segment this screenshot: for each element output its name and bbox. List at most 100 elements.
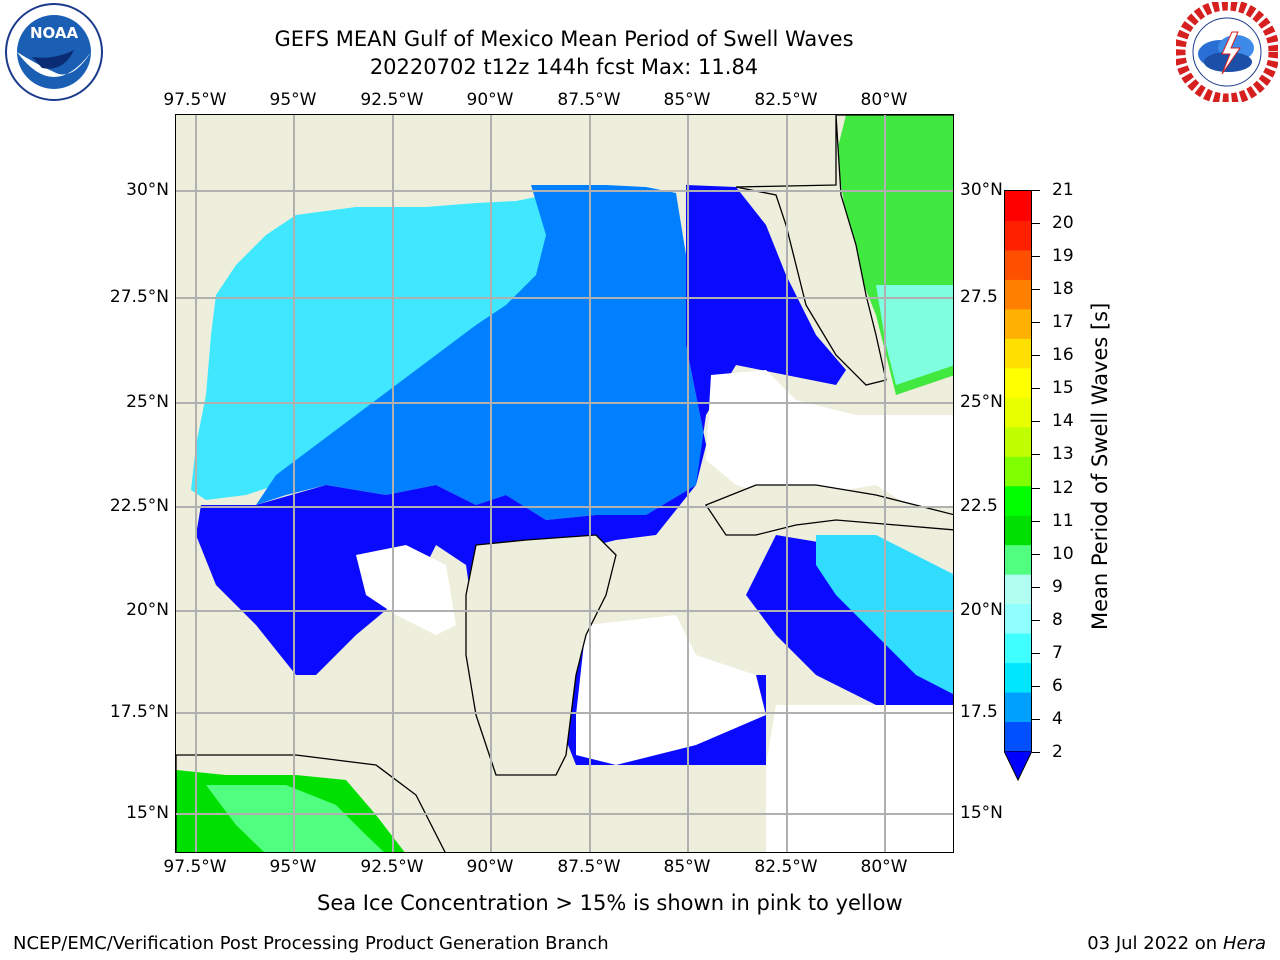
no-data-patches [356,370,953,852]
colorbar-label: Mean Period of Swell Waves [s] [1088,302,1112,630]
footer-left: NCEP/EMC/Verification Post Processing Pr… [13,933,609,954]
colorbar-tick-label: 17 [1052,312,1074,333]
colorbar-tick-mark [1032,586,1040,588]
colorbar-band [1005,456,1031,487]
colorbar-tick-mark [1032,520,1040,522]
lon-tick-top: 92.5°W [360,90,424,110]
land-masses [176,115,953,852]
colorbar-tick-label: 16 [1052,345,1074,366]
colorbar-band [1005,191,1031,221]
colorbar-band [1005,397,1031,428]
colorbar-tick-mark [1032,355,1040,357]
colorbar-tick-label: 14 [1052,411,1074,432]
yucatan-land [465,534,617,776]
colorbar-tick-mark [1032,190,1040,191]
colorbar-band [1005,574,1031,605]
nws-logo [1174,0,1280,105]
colorbar-tick-label: 11 [1052,510,1074,531]
lon-tick-top: 95°W [269,90,317,110]
lon-tick-bottom: 80°W [860,857,908,877]
central-america-land [176,754,446,852]
colorbar-band [1005,544,1031,575]
colorbar-tick-label: 7 [1052,642,1063,663]
map-panel [175,114,954,853]
colorbar-band [1005,279,1031,310]
colorbar-band [1005,308,1031,339]
colorbar-tick-label: 12 [1052,477,1074,498]
no-data-patch [706,370,953,510]
colorbar-tick-label: 8 [1052,609,1063,630]
lon-tick-top: 82.5°W [754,90,818,110]
colorbar-tick-mark [1032,652,1040,654]
lat-tick-left: 15°N [126,803,169,823]
colorbar-tick-mark [1032,388,1040,390]
colorbar-tick-mark [1032,421,1040,423]
colorbar-tick-label: 19 [1052,246,1074,267]
lon-tick-top: 90°W [466,90,514,110]
colorbar-extend-arrow [1004,751,1032,781]
colorbar-tick-label: 15 [1052,378,1074,399]
lat-tick-right: 27.5 [960,287,998,307]
footer-host: Hera [1222,933,1266,954]
lat-tick-right: 20°N [960,600,1003,620]
lat-tick-right: 25°N [960,392,1003,412]
colorbar-band [1005,338,1031,369]
no-data-patch [766,705,953,852]
colorbar-band [1005,220,1031,251]
lat-tick-left: 30°N [126,180,169,200]
colorbar-band [1005,603,1031,634]
sea-ice-note: Sea Ice Concentration > 15% is shown in … [317,891,903,915]
colorbar-band [1005,367,1031,398]
colorbar-band [1005,721,1031,752]
noaa-logo: NOAA [2,2,106,102]
lon-tick-bottom: 85°W [663,857,711,877]
colorbar-tick-label: 21 [1052,180,1074,200]
colorbar-tick-mark [1032,619,1040,621]
colorbar-tick-mark [1032,685,1040,687]
colorbar-tick-label: 20 [1052,213,1074,234]
lat-tick-left: 22.5°N [109,496,169,516]
swell-region-cyan [191,185,636,500]
colorbar-tick-mark [1032,752,1040,753]
chart-title-line1: GEFS MEAN Gulf of Mexico Mean Period of … [274,27,854,51]
lon-tick-bottom: 92.5°W [360,857,424,877]
lon-tick-top: 87.5°W [557,90,621,110]
colorbar-tick-mark [1032,718,1040,720]
lon-tick-bottom: 97.5°W [163,857,227,877]
colorbar-tick-mark [1032,487,1040,489]
colorbar-tick-mark [1032,553,1040,555]
lon-tick-bottom: 95°W [269,857,317,877]
colorbar-tick-label: 13 [1052,444,1074,465]
colorbar-tick-mark [1032,322,1040,324]
colorbar-band [1005,633,1031,664]
lat-tick-right: 15°N [960,803,1003,823]
colorbar-band [1005,692,1031,723]
lon-tick-bottom: 87.5°W [557,857,621,877]
colorbar-extend-triangle [1004,751,1032,781]
florida-land [735,115,953,386]
colorbar-band [1005,249,1031,280]
swell-region-deepblue [196,185,846,765]
colorbar-tick-mark [1032,256,1040,258]
cuba-land [705,484,953,536]
colorbar-bands [1005,191,1031,752]
lat-tick-left: 27.5°N [109,287,169,307]
no-data-patch [356,545,456,635]
lon-tick-bottom: 82.5°W [754,857,818,877]
lon-tick-top: 85°W [663,90,711,110]
colorbar-tick-label: 2 [1052,742,1063,762]
lon-tick-top: 97.5°W [163,90,227,110]
swell-region-blue [256,185,706,520]
lat-tick-right: 22.5 [960,496,998,516]
colorbar-tick-label: 4 [1052,708,1063,729]
colorbar-tick-mark [1032,289,1040,291]
lat-tick-right: 17.5 [960,702,998,722]
lat-tick-left: 20°N [126,600,169,620]
colorbar-tick-mark [1032,454,1040,456]
colorbar-tick-label: 18 [1052,279,1074,300]
colorbar-band [1005,662,1031,693]
swell-region-atlantic-cyan [876,285,953,385]
colorbar-tick-label: 9 [1052,576,1063,597]
lon-tick-bottom: 90°W [466,857,514,877]
lat-tick-left: 17.5°N [109,702,169,722]
